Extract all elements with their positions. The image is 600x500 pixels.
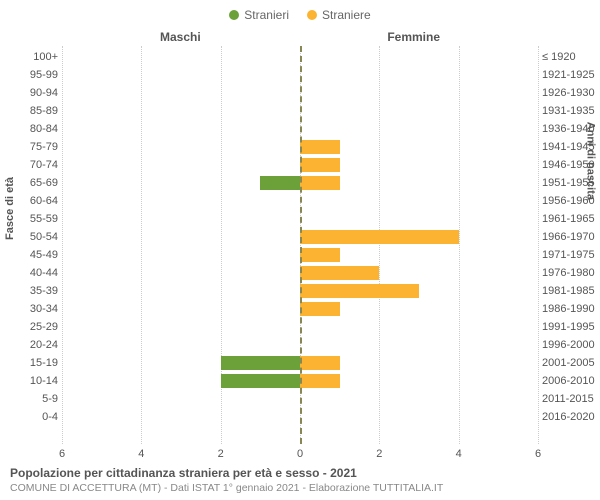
legend-label-female: Straniere [322,8,371,22]
birth-year-label: 1971-1975 [542,246,600,264]
age-label: 40-44 [8,264,58,282]
x-tick-label: 2 [218,448,224,460]
age-label: 30-34 [8,300,58,318]
birth-year-label: 1991-1995 [542,318,600,336]
x-tick-label: 2 [376,448,382,460]
birth-year-label: 1996-2000 [542,336,600,354]
birth-year-label: 1941-1945 [542,138,600,156]
bar-male [260,176,300,190]
x-tick-label: 6 [535,448,541,460]
bar-female [300,248,340,262]
bar-male [221,374,300,388]
age-label: 65-69 [8,174,58,192]
age-label: 100+ [8,48,58,66]
legend-item-male: Stranieri [229,8,289,22]
footer: Popolazione per cittadinanza straniera p… [10,466,590,494]
x-tick-label: 4 [456,448,462,460]
legend-dot-male [229,10,239,20]
age-label: 50-54 [8,228,58,246]
legend-item-female: Straniere [307,8,371,22]
bar-male [221,356,300,370]
bar-female [300,302,340,316]
birth-year-label: 2016-2020 [542,408,600,426]
legend: Stranieri Straniere [0,0,600,22]
birth-year-label: 1946-1950 [542,156,600,174]
gridline [538,46,539,444]
age-label: 0-4 [8,408,58,426]
age-label: 60-64 [8,192,58,210]
birth-year-label: 1926-1930 [542,84,600,102]
plot-area: 6420246100+≤ 192095-991921-192590-941926… [62,46,538,444]
birth-year-label: 1961-1965 [542,210,600,228]
bar-female [300,284,419,298]
birth-year-label: 1966-1970 [542,228,600,246]
bar-female [300,176,340,190]
birth-year-label: 2001-2005 [542,354,600,372]
birth-year-label: 2011-2015 [542,390,600,408]
bar-female [300,374,340,388]
age-label: 90-94 [8,84,58,102]
birth-year-label: ≤ 1920 [542,48,600,66]
age-label: 95-99 [8,66,58,84]
age-label: 70-74 [8,156,58,174]
birth-year-label: 1956-1960 [542,192,600,210]
x-tick-label: 6 [59,448,65,460]
center-line [300,46,302,444]
age-label: 20-24 [8,336,58,354]
birth-year-label: 1986-1990 [542,300,600,318]
legend-label-male: Stranieri [244,8,289,22]
bar-female [300,158,340,172]
age-label: 10-14 [8,372,58,390]
age-label: 85-89 [8,102,58,120]
birth-year-label: 1931-1935 [542,102,600,120]
age-label: 5-9 [8,390,58,408]
x-tick-label: 4 [138,448,144,460]
age-label: 25-29 [8,318,58,336]
birth-year-label: 1951-1955 [542,174,600,192]
footer-title: Popolazione per cittadinanza straniera p… [10,466,590,480]
bar-female [300,230,459,244]
col-header-male: Maschi [160,30,201,44]
birth-year-label: 1981-1985 [542,282,600,300]
birth-year-label: 1921-1925 [542,66,600,84]
bar-female [300,140,340,154]
age-label: 80-84 [8,120,58,138]
age-label: 55-59 [8,210,58,228]
birth-year-label: 2006-2010 [542,372,600,390]
age-label: 75-79 [8,138,58,156]
column-headers: Maschi Femmine [0,30,600,44]
footer-subtitle: COMUNE DI ACCETTURA (MT) - Dati ISTAT 1°… [10,482,590,494]
age-label: 35-39 [8,282,58,300]
birth-year-label: 1936-1940 [542,120,600,138]
bar-female [300,266,379,280]
age-label: 15-19 [8,354,58,372]
col-header-female: Femmine [387,30,440,44]
x-tick-label: 0 [297,448,303,460]
age-label: 45-49 [8,246,58,264]
bar-female [300,356,340,370]
birth-year-label: 1976-1980 [542,264,600,282]
legend-dot-female [307,10,317,20]
